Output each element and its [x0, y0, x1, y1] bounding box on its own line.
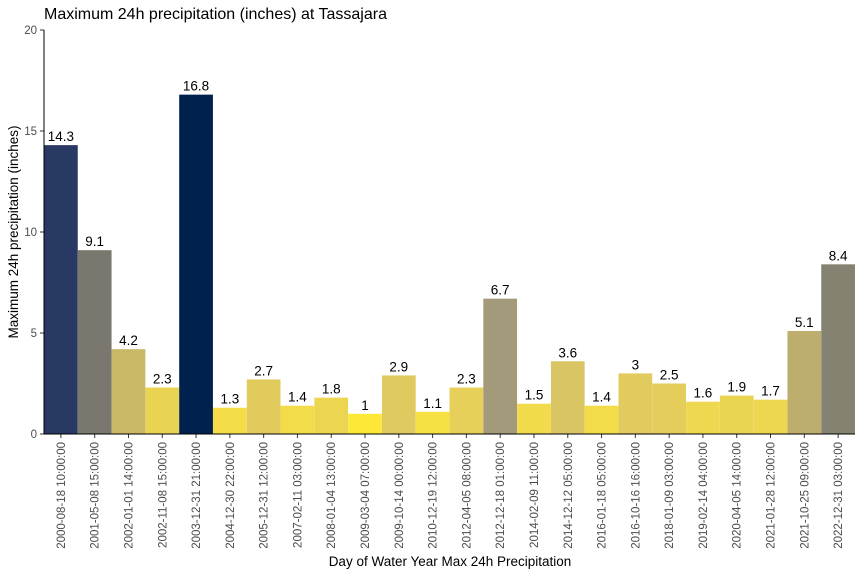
data-label: 2.3: [153, 372, 172, 387]
bar: [179, 94, 213, 434]
x-tick-label: 2016-01-18 05:00:00: [597, 442, 609, 549]
x-tick-label: 2012-12-18 01:00:00: [495, 442, 507, 549]
x-tick-label: 2005-12-31 12:00:00: [259, 442, 271, 549]
bar: [550, 361, 585, 434]
data-label: 1.7: [761, 384, 780, 399]
bars-layer: [44, 94, 855, 434]
bar: [719, 395, 754, 434]
data-label: 9.1: [85, 234, 104, 249]
bar: [77, 250, 112, 434]
bar: [212, 407, 247, 434]
x-tick-label: 2007-02-11 03:00:00: [292, 442, 304, 548]
bar: [686, 401, 720, 434]
bar: [415, 411, 450, 434]
bar: [821, 264, 855, 434]
bar: [517, 403, 551, 434]
data-label: 2.7: [254, 363, 273, 378]
y-tick-label: 0: [31, 429, 37, 441]
bar: [314, 397, 349, 434]
data-labels-layer: 14.3 9.1 4.2 2.3 16.8 1.3 2.7 1.4 1.8 1 2.9 1.1 2.3 6…: [48, 79, 848, 413]
bar: [348, 413, 382, 434]
chart-title: Maximum 24h precipitation (inches) at Ta…: [44, 6, 387, 23]
data-label: 16.8: [183, 79, 209, 94]
data-label: 2.5: [660, 368, 679, 383]
data-label: 1: [361, 398, 369, 413]
x-tick-label: 2003-12-31 21:00:00: [191, 442, 203, 549]
data-label: 1.3: [220, 392, 239, 407]
x-tick-label: 2021-01-28 12:00:00: [766, 442, 778, 549]
data-label: 6.7: [491, 283, 510, 298]
x-tick-label: 2019-02-14 04:00:00: [698, 442, 710, 549]
y-tick-label: 5: [31, 328, 37, 340]
bar: [111, 349, 146, 434]
data-label: 2.9: [389, 359, 408, 374]
x-axis-label: Day of Water Year Max 24h Precipitation: [329, 554, 572, 569]
data-label: 1.8: [322, 382, 341, 397]
x-tick-label: 2012-04-05 08:00:00: [461, 442, 473, 549]
x-tick-label: 2020-04-05 14:00:00: [732, 442, 744, 549]
x-tick-label: 2014-12-12 05:00:00: [563, 442, 575, 549]
data-label: 1.1: [423, 396, 442, 411]
bar: [280, 405, 315, 434]
y-tick-label: 10: [24, 227, 37, 239]
y-axis-label: Maximum 24h precipitation (inches): [6, 125, 21, 338]
bar: [145, 387, 180, 434]
bar: [246, 379, 281, 434]
data-label: 1.4: [592, 390, 611, 405]
data-label: 1.6: [694, 386, 713, 401]
data-label: 1.4: [288, 390, 307, 405]
data-label: 14.3: [48, 129, 74, 144]
data-label: 3.6: [558, 345, 577, 360]
bar: [618, 373, 653, 434]
y-tick-label: 20: [24, 25, 37, 37]
x-tick-label: 2002-01-01 14:00:00: [123, 442, 135, 549]
x-tick-label: 2022-12-31 03:00:00: [833, 442, 845, 549]
bar: [381, 375, 416, 434]
x-tick-label: 2018-01-09 03:00:00: [664, 442, 676, 549]
x-tick-label: 2004-12-30 22:00:00: [225, 442, 237, 549]
x-tick-label: 2002-11-08 15:00:00: [157, 442, 169, 548]
x-tick-label: 2008-01-04 13:00:00: [326, 442, 338, 549]
data-label: 2.3: [457, 372, 476, 387]
bar: [584, 405, 619, 434]
data-label: 3: [632, 357, 640, 372]
bar: [652, 383, 686, 434]
data-label: 4.2: [119, 333, 138, 348]
x-tick-label: 2021-10-25 09:00:00: [799, 442, 811, 549]
bar: [753, 399, 788, 434]
x-tick-label: 2014-02-09 11:00:00: [529, 442, 541, 548]
x-tick-label: 2009-10-14 00:00:00: [394, 442, 406, 549]
bar: [787, 330, 822, 434]
x-tick-label: 2009-03-04 07:00:00: [360, 442, 372, 549]
bar: [449, 387, 484, 434]
x-tick-label: 2016-10-16 16:00:00: [630, 442, 642, 549]
x-tick-label: 2001-05-08 15:00:00: [90, 442, 102, 549]
x-tick-label: 2000-08-18 10:00:00: [56, 442, 68, 549]
y-tick-label: 15: [24, 126, 37, 138]
data-label: 1.9: [727, 380, 746, 395]
bar: [483, 298, 518, 434]
data-label: 1.5: [525, 388, 544, 403]
data-label: 8.4: [829, 248, 848, 263]
axes-layer: 2000-08-18 10:00:00 2001-05-08 15:00:00 20…: [24, 25, 855, 549]
bar: [44, 145, 78, 434]
x-tick-label: 2010-12-19 12:00:00: [428, 442, 440, 549]
data-label: 5.1: [795, 315, 814, 330]
